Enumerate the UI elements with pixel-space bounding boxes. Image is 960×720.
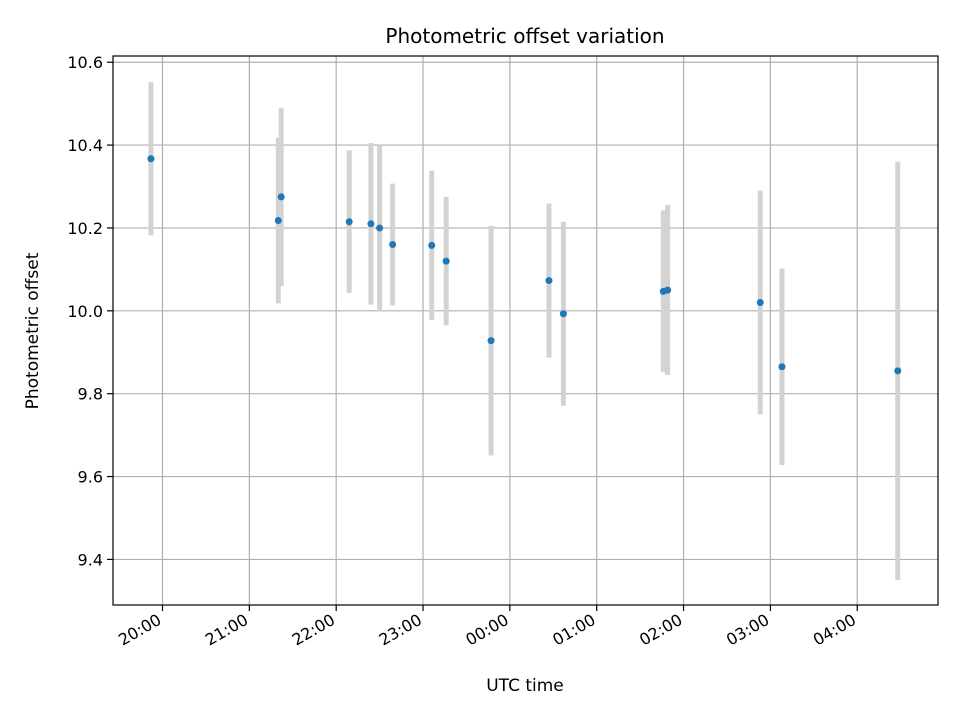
data-point (664, 286, 672, 294)
data-points (147, 155, 902, 375)
y-tick-label: 9.8 (78, 385, 103, 404)
data-point (277, 193, 285, 201)
data-point (345, 218, 353, 226)
data-point (778, 363, 786, 371)
data-point (894, 367, 902, 375)
y-tick-label: 10.4 (67, 136, 103, 155)
y-tick-label: 10.2 (67, 219, 103, 238)
data-point (274, 216, 282, 224)
data-point (487, 337, 495, 345)
data-point (428, 241, 436, 249)
data-point (376, 224, 384, 232)
chart-title: Photometric offset variation (385, 24, 664, 48)
y-tick-label: 10.6 (67, 53, 103, 72)
plot-frame (112, 55, 939, 606)
x-axis-label: UTC time (486, 676, 564, 696)
data-point (389, 241, 397, 249)
data-point (442, 257, 450, 265)
data-point (559, 310, 567, 318)
y-axis-label: Photometric offset (23, 252, 43, 409)
grid-lines (113, 56, 938, 605)
data-point (756, 299, 764, 307)
y-tick-label: 10.0 (67, 302, 103, 321)
data-point (367, 220, 375, 228)
data-point (545, 277, 553, 285)
data-point (147, 155, 155, 163)
y-tick-label: 9.6 (78, 468, 103, 487)
y-axis-ticks: 9.4 9.6 9.8 10.0 10.2 10.4 10.6 (67, 53, 113, 569)
y-tick-label: 9.4 (78, 550, 103, 569)
